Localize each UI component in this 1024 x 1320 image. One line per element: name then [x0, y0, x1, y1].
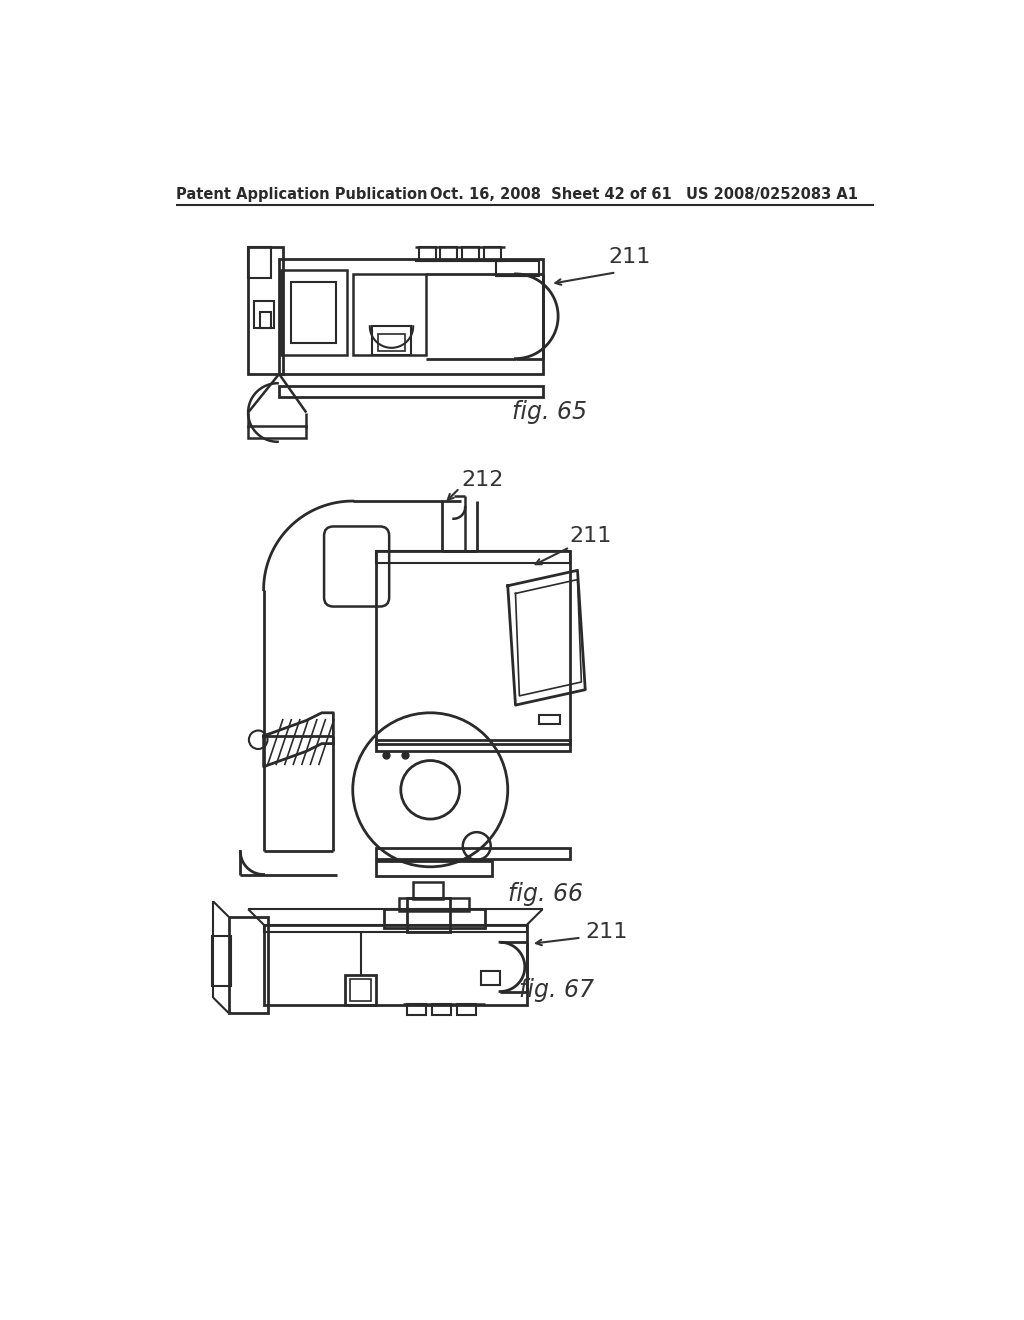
- Text: fig. 65: fig. 65: [512, 400, 587, 425]
- Bar: [281, 271, 346, 355]
- Bar: [352, 275, 426, 355]
- Bar: [407, 898, 450, 932]
- Bar: [260, 313, 271, 327]
- Bar: [419, 247, 435, 261]
- Text: 211: 211: [608, 247, 651, 267]
- Bar: [376, 552, 569, 562]
- Bar: [399, 898, 469, 911]
- Bar: [496, 261, 539, 276]
- Bar: [345, 974, 376, 1006]
- Bar: [457, 1003, 476, 1015]
- Bar: [280, 259, 543, 374]
- Bar: [384, 909, 484, 928]
- Bar: [212, 936, 231, 986]
- Bar: [462, 247, 479, 261]
- Bar: [376, 552, 569, 743]
- Bar: [248, 426, 306, 438]
- Bar: [539, 715, 560, 725]
- Text: 211: 211: [586, 923, 628, 942]
- Bar: [407, 1003, 426, 1015]
- Bar: [432, 1003, 452, 1015]
- Bar: [280, 385, 543, 397]
- Bar: [263, 924, 527, 932]
- Text: Patent Application Publication: Patent Application Publication: [176, 187, 428, 202]
- Text: Oct. 16, 2008  Sheet 42 of 61: Oct. 16, 2008 Sheet 42 of 61: [430, 187, 672, 202]
- Bar: [376, 847, 569, 859]
- Bar: [248, 247, 271, 277]
- Text: fig. 66: fig. 66: [508, 882, 583, 906]
- Bar: [254, 301, 273, 327]
- Bar: [291, 281, 336, 343]
- Text: US 2008/0252083 A1: US 2008/0252083 A1: [686, 187, 858, 202]
- Text: fig. 67: fig. 67: [519, 978, 594, 1002]
- Bar: [414, 882, 442, 899]
- Bar: [372, 326, 411, 355]
- Bar: [376, 861, 493, 876]
- Bar: [483, 247, 501, 261]
- Bar: [376, 739, 569, 751]
- Bar: [228, 917, 267, 1014]
- Text: 211: 211: [569, 525, 612, 545]
- Bar: [248, 247, 283, 374]
- Bar: [349, 979, 372, 1001]
- Text: 212: 212: [461, 470, 504, 490]
- Bar: [480, 970, 500, 985]
- Bar: [440, 247, 458, 261]
- Bar: [378, 334, 406, 351]
- Bar: [263, 924, 527, 1006]
